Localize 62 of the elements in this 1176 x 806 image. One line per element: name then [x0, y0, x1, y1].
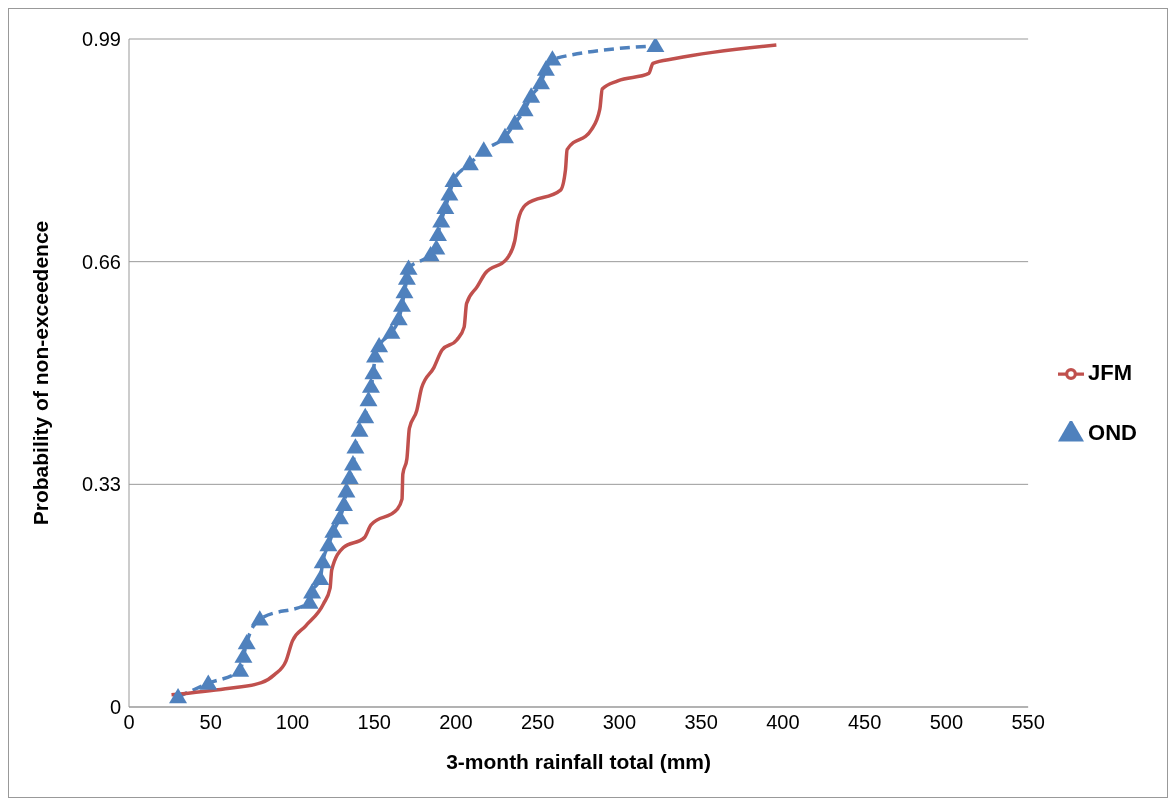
- point: [330, 509, 349, 525]
- x-tick-label: 450: [847, 711, 882, 734]
- x-tick-label: 50: [199, 711, 222, 734]
- y-tick-label: 0.33: [82, 473, 121, 496]
- point: [460, 154, 479, 171]
- x-tick-label: 150: [357, 711, 391, 734]
- y-tick-label: 0.99: [82, 28, 121, 51]
- point: [364, 364, 383, 380]
- x-axis-title: 3-month rainfall total (mm): [446, 750, 711, 773]
- x-tick-label: 550: [1011, 711, 1045, 734]
- point: [444, 171, 463, 187]
- point: [646, 39, 665, 53]
- x-tick-label: 400: [766, 711, 800, 734]
- point: [382, 323, 401, 339]
- point: [250, 610, 269, 626]
- point: [237, 633, 256, 650]
- x-tick-label: 250: [521, 711, 555, 734]
- point: [543, 50, 562, 66]
- point: [399, 259, 418, 275]
- y-axis-title: Probability of non-exceedence: [29, 220, 53, 526]
- y-tick-label: 0: [109, 696, 121, 719]
- point: [393, 296, 411, 312]
- point: [356, 407, 375, 424]
- point: [440, 185, 459, 201]
- legend-label: OND: [1088, 420, 1137, 445]
- point: [395, 283, 414, 299]
- point: [313, 552, 332, 569]
- point: [474, 141, 493, 157]
- x-tick-label: 0: [123, 711, 135, 734]
- point: [505, 114, 524, 130]
- x-tick-label: 300: [602, 711, 637, 734]
- x-tick-label: 350: [684, 711, 718, 734]
- point: [428, 225, 447, 241]
- point: [361, 377, 380, 393]
- point: [522, 87, 541, 103]
- point: [359, 390, 378, 407]
- point: [495, 127, 514, 144]
- point: [334, 495, 353, 511]
- point: [340, 468, 359, 484]
- point: [531, 73, 550, 90]
- point: [389, 310, 408, 326]
- point: [234, 647, 253, 663]
- x-tick-label: 500: [929, 711, 964, 734]
- x-tick-label: 100: [275, 711, 310, 734]
- point: [231, 661, 250, 677]
- point: [515, 100, 534, 117]
- point: [199, 674, 218, 690]
- point: [324, 522, 343, 538]
- legend-label: JFM: [1088, 360, 1133, 385]
- point: [311, 569, 330, 586]
- y-tick-label: 0.66: [82, 250, 121, 273]
- point: [319, 536, 338, 552]
- point: [350, 421, 369, 437]
- point: [432, 212, 451, 228]
- point: [343, 455, 362, 471]
- point: [303, 583, 322, 599]
- x-tick-label: 200: [439, 711, 473, 734]
- point: [436, 198, 455, 214]
- point: [346, 438, 365, 454]
- point: [169, 687, 188, 704]
- point: [370, 337, 389, 353]
- point: [337, 482, 356, 498]
